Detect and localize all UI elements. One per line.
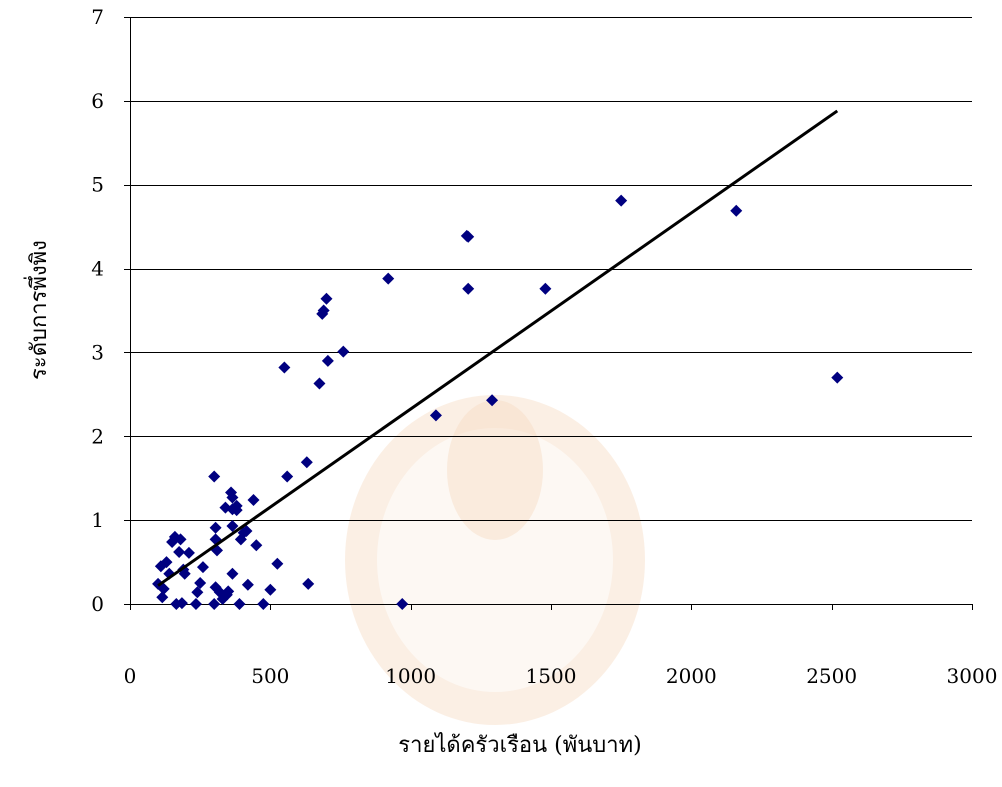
- data-points: [152, 194, 844, 610]
- y-axis-ticks: 0 1 2 3 4 5 6 7: [91, 5, 130, 616]
- data-point: [226, 520, 239, 533]
- data-point: [247, 494, 260, 507]
- y-tick-label: 5: [91, 173, 104, 197]
- data-point: [317, 304, 330, 317]
- data-point: [278, 361, 291, 374]
- data-point: [189, 598, 202, 610]
- data-point: [208, 470, 221, 483]
- x-tick-label: 2500: [806, 664, 857, 688]
- x-tick-label: 1500: [526, 664, 577, 688]
- data-point: [382, 272, 395, 285]
- data-point: [233, 598, 246, 610]
- y-tick-label: 1: [91, 508, 104, 532]
- data-point: [313, 377, 326, 390]
- data-point: [257, 598, 270, 610]
- y-tick-label: 7: [91, 5, 104, 29]
- data-point: [174, 533, 187, 546]
- data-point: [321, 354, 334, 367]
- data-point: [222, 585, 235, 598]
- x-tick-label: 0: [124, 664, 137, 688]
- data-point: [396, 598, 409, 610]
- x-axis-ticks: 0 500 1000 1500 2000 2500 3000: [124, 604, 998, 688]
- data-point: [156, 591, 169, 604]
- data-point: [208, 598, 221, 610]
- watermark-seal: [345, 395, 645, 725]
- data-point: [160, 556, 173, 569]
- data-point: [264, 583, 277, 596]
- data-point: [271, 557, 284, 570]
- x-tick-label: 2000: [666, 664, 717, 688]
- data-point: [194, 577, 207, 590]
- data-point: [615, 194, 628, 207]
- data-point: [196, 561, 209, 574]
- data-point: [462, 230, 475, 243]
- data-point: [241, 578, 254, 591]
- trend-line: [157, 109, 839, 587]
- data-point: [230, 499, 243, 512]
- x-tick-label: 500: [251, 664, 289, 688]
- data-point: [226, 491, 239, 504]
- y-tick-label: 2: [91, 424, 104, 448]
- y-tick-label: 0: [91, 592, 104, 616]
- data-point: [337, 345, 350, 358]
- data-point: [175, 597, 188, 610]
- data-point: [209, 521, 222, 534]
- data-point: [486, 394, 499, 407]
- y-tick-label: 4: [91, 257, 104, 281]
- data-point: [240, 525, 253, 538]
- data-point: [281, 470, 294, 483]
- data-point: [320, 292, 333, 305]
- data-point: [173, 546, 186, 559]
- data-point: [191, 586, 204, 599]
- data-point: [462, 282, 475, 295]
- data-point: [157, 582, 170, 595]
- data-point: [182, 546, 195, 559]
- data-point: [226, 567, 239, 580]
- gridlines: [130, 17, 972, 521]
- y-axis-title: ระดับการพึ่งพิง: [23, 240, 52, 380]
- data-point: [300, 456, 313, 469]
- x-axis-title: รายได้ครัวเรือน (พันบาท): [398, 732, 641, 758]
- data-point: [730, 204, 743, 217]
- x-tick-label: 1000: [385, 664, 436, 688]
- data-point: [250, 539, 263, 552]
- data-point: [539, 282, 552, 295]
- data-point: [429, 409, 442, 422]
- y-tick-label: 3: [91, 340, 104, 364]
- data-point: [302, 577, 315, 590]
- data-point: [831, 371, 844, 384]
- y-tick-label: 6: [91, 89, 104, 113]
- x-tick-label: 3000: [947, 664, 998, 688]
